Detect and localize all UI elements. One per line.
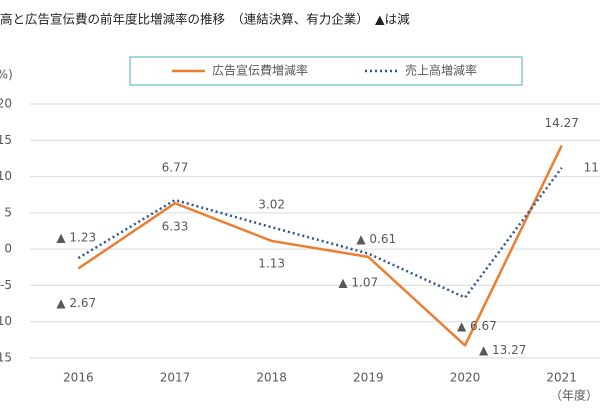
data-label: ▲ 0.61 xyxy=(356,232,396,246)
y-axis-label: (%) xyxy=(0,68,13,82)
y-tick-label: 15 xyxy=(0,133,12,147)
data-label: 6.77 xyxy=(162,161,189,175)
series-line xyxy=(77,167,563,299)
data-label: 11 xyxy=(584,160,599,174)
x-tick-label: 2019 xyxy=(353,371,384,385)
legend-label: 売上高増減率 xyxy=(405,63,477,78)
y-tick-label: 10 xyxy=(0,169,12,183)
y-tick-label: -15 xyxy=(0,351,12,365)
data-label: ▲ 13.27 xyxy=(479,343,526,357)
data-label: 14.27 xyxy=(544,116,578,130)
y-tick-label: 5 xyxy=(4,205,12,219)
y-tick-label: 20 xyxy=(0,97,12,111)
chart-title: 高と広告宣伝費の前年度比増減率の推移 （連結決算、有力企業） ▲は減 xyxy=(0,12,410,27)
x-tick-label: 2016 xyxy=(63,371,94,385)
series-line xyxy=(77,145,563,347)
x-axis-label: （年度） xyxy=(550,388,598,403)
y-tick-label: -10 xyxy=(0,314,12,328)
data-label: 3.02 xyxy=(258,198,285,212)
y-tick-label: -5 xyxy=(0,278,12,292)
x-tick-label: 2021 xyxy=(546,371,577,385)
x-tick-label: 2018 xyxy=(256,371,287,385)
data-label: 6.33 xyxy=(162,220,189,234)
legend-label: 広告宣伝費増減率 xyxy=(212,63,308,78)
data-label: ▲ 1.23 xyxy=(56,231,96,245)
data-label: 1.13 xyxy=(258,256,285,270)
data-label: ▲ 1.07 xyxy=(338,275,378,289)
x-tick-label: 2020 xyxy=(450,371,481,385)
y-tick-label: 0 xyxy=(4,242,12,256)
data-label: ▲ 6.67 xyxy=(457,319,497,333)
x-tick-label: 2017 xyxy=(160,371,191,385)
data-label: ▲ 2.67 xyxy=(56,296,96,310)
